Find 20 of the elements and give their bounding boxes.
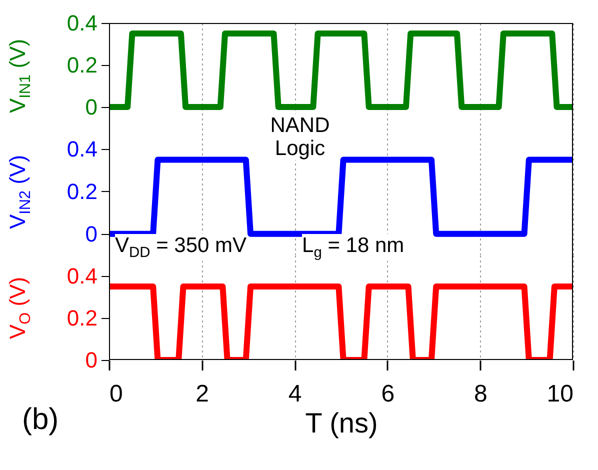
x-tick-label: 8 (474, 380, 488, 408)
y-tick-label: 0.2 (66, 179, 98, 204)
y-tick-label: 0.4 (66, 264, 98, 288)
annotation: NAND Logic (262, 114, 338, 160)
x-tick-label: 10 (546, 380, 574, 408)
x-tick-label: 2 (196, 380, 209, 408)
y-tick-label: 0.4 (66, 136, 98, 162)
y-tick-label: 0 (85, 348, 98, 372)
x-tick-label: 6 (381, 380, 395, 408)
y-tick-label: 0.4 (66, 10, 98, 36)
y-tick-label: 0 (85, 221, 98, 246)
x-tick-label: 4 (288, 380, 302, 408)
annotation: L$_{g}$ = 18 nm (302, 234, 404, 262)
annotation: V$_{DD}$ = 350 mV (115, 234, 247, 262)
x-tick-label: 0 (110, 380, 123, 408)
y-tick-label: 0 (85, 94, 98, 120)
x-axis-title: T (ns) (305, 408, 378, 438)
text: (b) (22, 403, 59, 436)
y-tick-label: 0.2 (66, 306, 98, 330)
y-tick-label: 0.2 (66, 52, 98, 78)
